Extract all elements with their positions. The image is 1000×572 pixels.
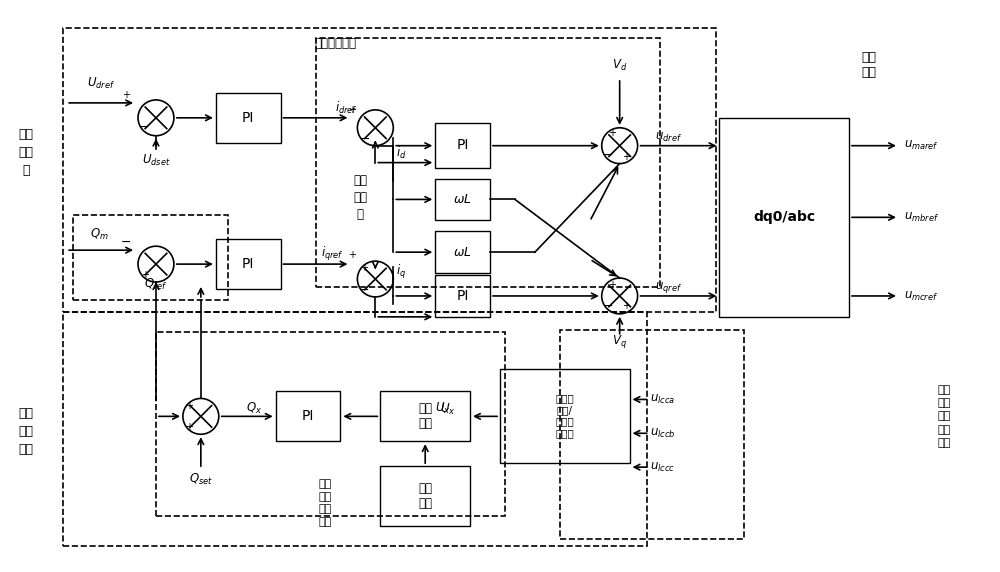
Bar: [216, 93, 281, 142]
Bar: [435, 123, 490, 168]
Text: +: +: [122, 90, 130, 100]
Text: 内环
控制
器: 内环 控制 器: [353, 174, 367, 221]
Text: PI: PI: [456, 289, 469, 303]
Text: $U_x$: $U_x$: [435, 401, 451, 416]
Bar: [380, 466, 470, 526]
Bar: [73, 215, 228, 300]
Text: −: −: [602, 300, 613, 313]
Bar: [435, 178, 490, 220]
Text: −: −: [360, 133, 371, 146]
Text: 功率计算模块: 功率计算模块: [314, 37, 356, 50]
Bar: [276, 391, 340, 441]
Text: PI: PI: [242, 111, 254, 125]
Bar: [316, 38, 660, 287]
Text: −: −: [602, 149, 613, 162]
Text: $u_{mbref}$: $u_{mbref}$: [904, 211, 939, 224]
Text: $i_d$: $i_d$: [396, 145, 407, 161]
Text: +: +: [360, 263, 368, 273]
Text: $Q_{ref}$: $Q_{ref}$: [144, 276, 168, 292]
Text: −: −: [359, 284, 370, 296]
Bar: [156, 332, 505, 516]
Text: 补偿
时刻
确定
模块: 补偿 时刻 确定 模块: [319, 479, 332, 527]
Text: PI: PI: [302, 410, 314, 423]
Text: $Q_m$: $Q_m$: [90, 227, 108, 242]
Bar: [216, 239, 281, 289]
Bar: [719, 118, 849, 317]
Text: $i_{qref}$: $i_{qref}$: [321, 245, 343, 263]
Text: +: +: [608, 128, 616, 138]
Text: $Q_{set}$: $Q_{set}$: [189, 471, 213, 487]
Text: 使能
环节: 使能 环节: [418, 402, 432, 430]
Text: +: +: [185, 422, 193, 432]
Text: $i_{dref}$: $i_{dref}$: [335, 100, 358, 116]
Text: $u_{lccb}$: $u_{lccb}$: [650, 427, 675, 440]
Text: 功率
补偿
模块: 功率 补偿 模块: [19, 407, 34, 456]
Text: $u_{mcref}$: $u_{mcref}$: [904, 289, 938, 303]
Bar: [560, 330, 744, 539]
Text: PI: PI: [242, 257, 254, 271]
Text: +: +: [622, 152, 630, 162]
Text: $u_{lcca}$: $u_{lcca}$: [650, 393, 675, 406]
Text: PI: PI: [456, 138, 469, 152]
Text: +: +: [348, 105, 356, 115]
Bar: [63, 312, 647, 546]
Text: $i_q$: $i_q$: [396, 263, 406, 281]
Bar: [435, 275, 490, 317]
Text: 外环
控制
器: 外环 控制 器: [19, 128, 34, 177]
Text: +: +: [608, 280, 616, 290]
Text: $Q_x$: $Q_x$: [246, 401, 262, 416]
Text: −: −: [121, 236, 131, 249]
Text: −: −: [139, 121, 149, 134]
Text: 故障
检测: 故障 检测: [418, 482, 432, 510]
Text: 电压
补偿
分量
计算
模块: 电压 补偿 分量 计算 模块: [937, 385, 950, 448]
Text: $U_{dref}$: $U_{dref}$: [87, 76, 115, 90]
Text: $U_{dset}$: $U_{dset}$: [142, 153, 170, 168]
Text: $u_{dref}$: $u_{dref}$: [655, 131, 682, 144]
Text: $\omega L$: $\omega L$: [453, 193, 472, 206]
Bar: [435, 231, 490, 273]
Text: $u_{qref}$: $u_{qref}$: [655, 280, 682, 296]
Text: +: +: [348, 250, 356, 260]
Text: $u_{lccc}$: $u_{lccc}$: [650, 460, 675, 474]
Text: +: +: [141, 270, 149, 280]
Bar: [63, 28, 716, 312]
Text: 派克
变换: 派克 变换: [861, 51, 876, 79]
Text: dq0/abc: dq0/abc: [753, 210, 815, 224]
Text: $V_d$: $V_d$: [612, 58, 627, 73]
Bar: [500, 368, 630, 463]
Text: $V_q$: $V_q$: [612, 333, 627, 350]
Text: $U_x$: $U_x$: [440, 402, 455, 417]
Text: +: +: [185, 402, 193, 411]
Text: +: +: [622, 301, 630, 311]
Text: $u_{maref}$: $u_{maref}$: [904, 139, 939, 152]
Bar: [380, 391, 470, 441]
Text: 傅立叶
变换/
谐波电
压检测: 傅立叶 变换/ 谐波电 压检测: [555, 394, 574, 438]
Text: $\omega L$: $\omega L$: [453, 245, 472, 259]
